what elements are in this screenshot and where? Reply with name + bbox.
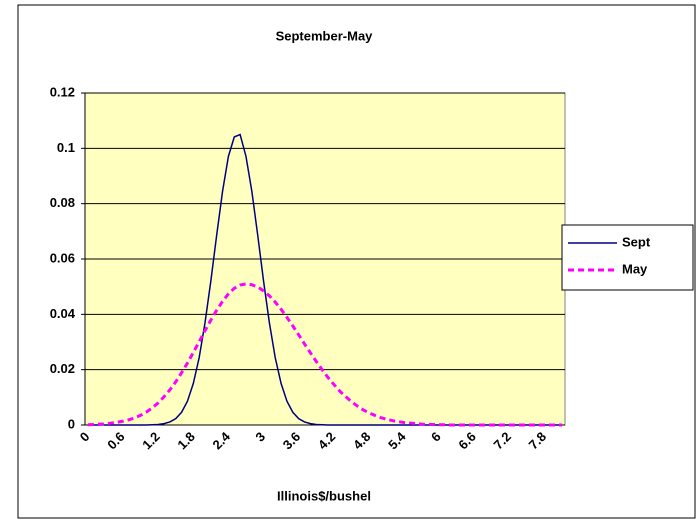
y-tick-label: 0.1 (57, 140, 75, 155)
y-tick-label: 0 (68, 416, 75, 431)
y-tick-label: 0.04 (50, 306, 76, 321)
y-tick-label: 0.08 (50, 195, 75, 210)
x-axis-label: Illinois$/bushel (277, 488, 371, 503)
y-tick-label: 0.06 (50, 250, 75, 265)
legend-label: May (622, 261, 648, 276)
y-tick-label: 0.12 (50, 84, 75, 99)
legend-box (561, 224, 694, 291)
chart-title: September-May (276, 28, 374, 43)
y-tick-label: 0.02 (50, 361, 75, 376)
series-line (87, 282, 563, 427)
legend-label: Sept (622, 234, 651, 249)
